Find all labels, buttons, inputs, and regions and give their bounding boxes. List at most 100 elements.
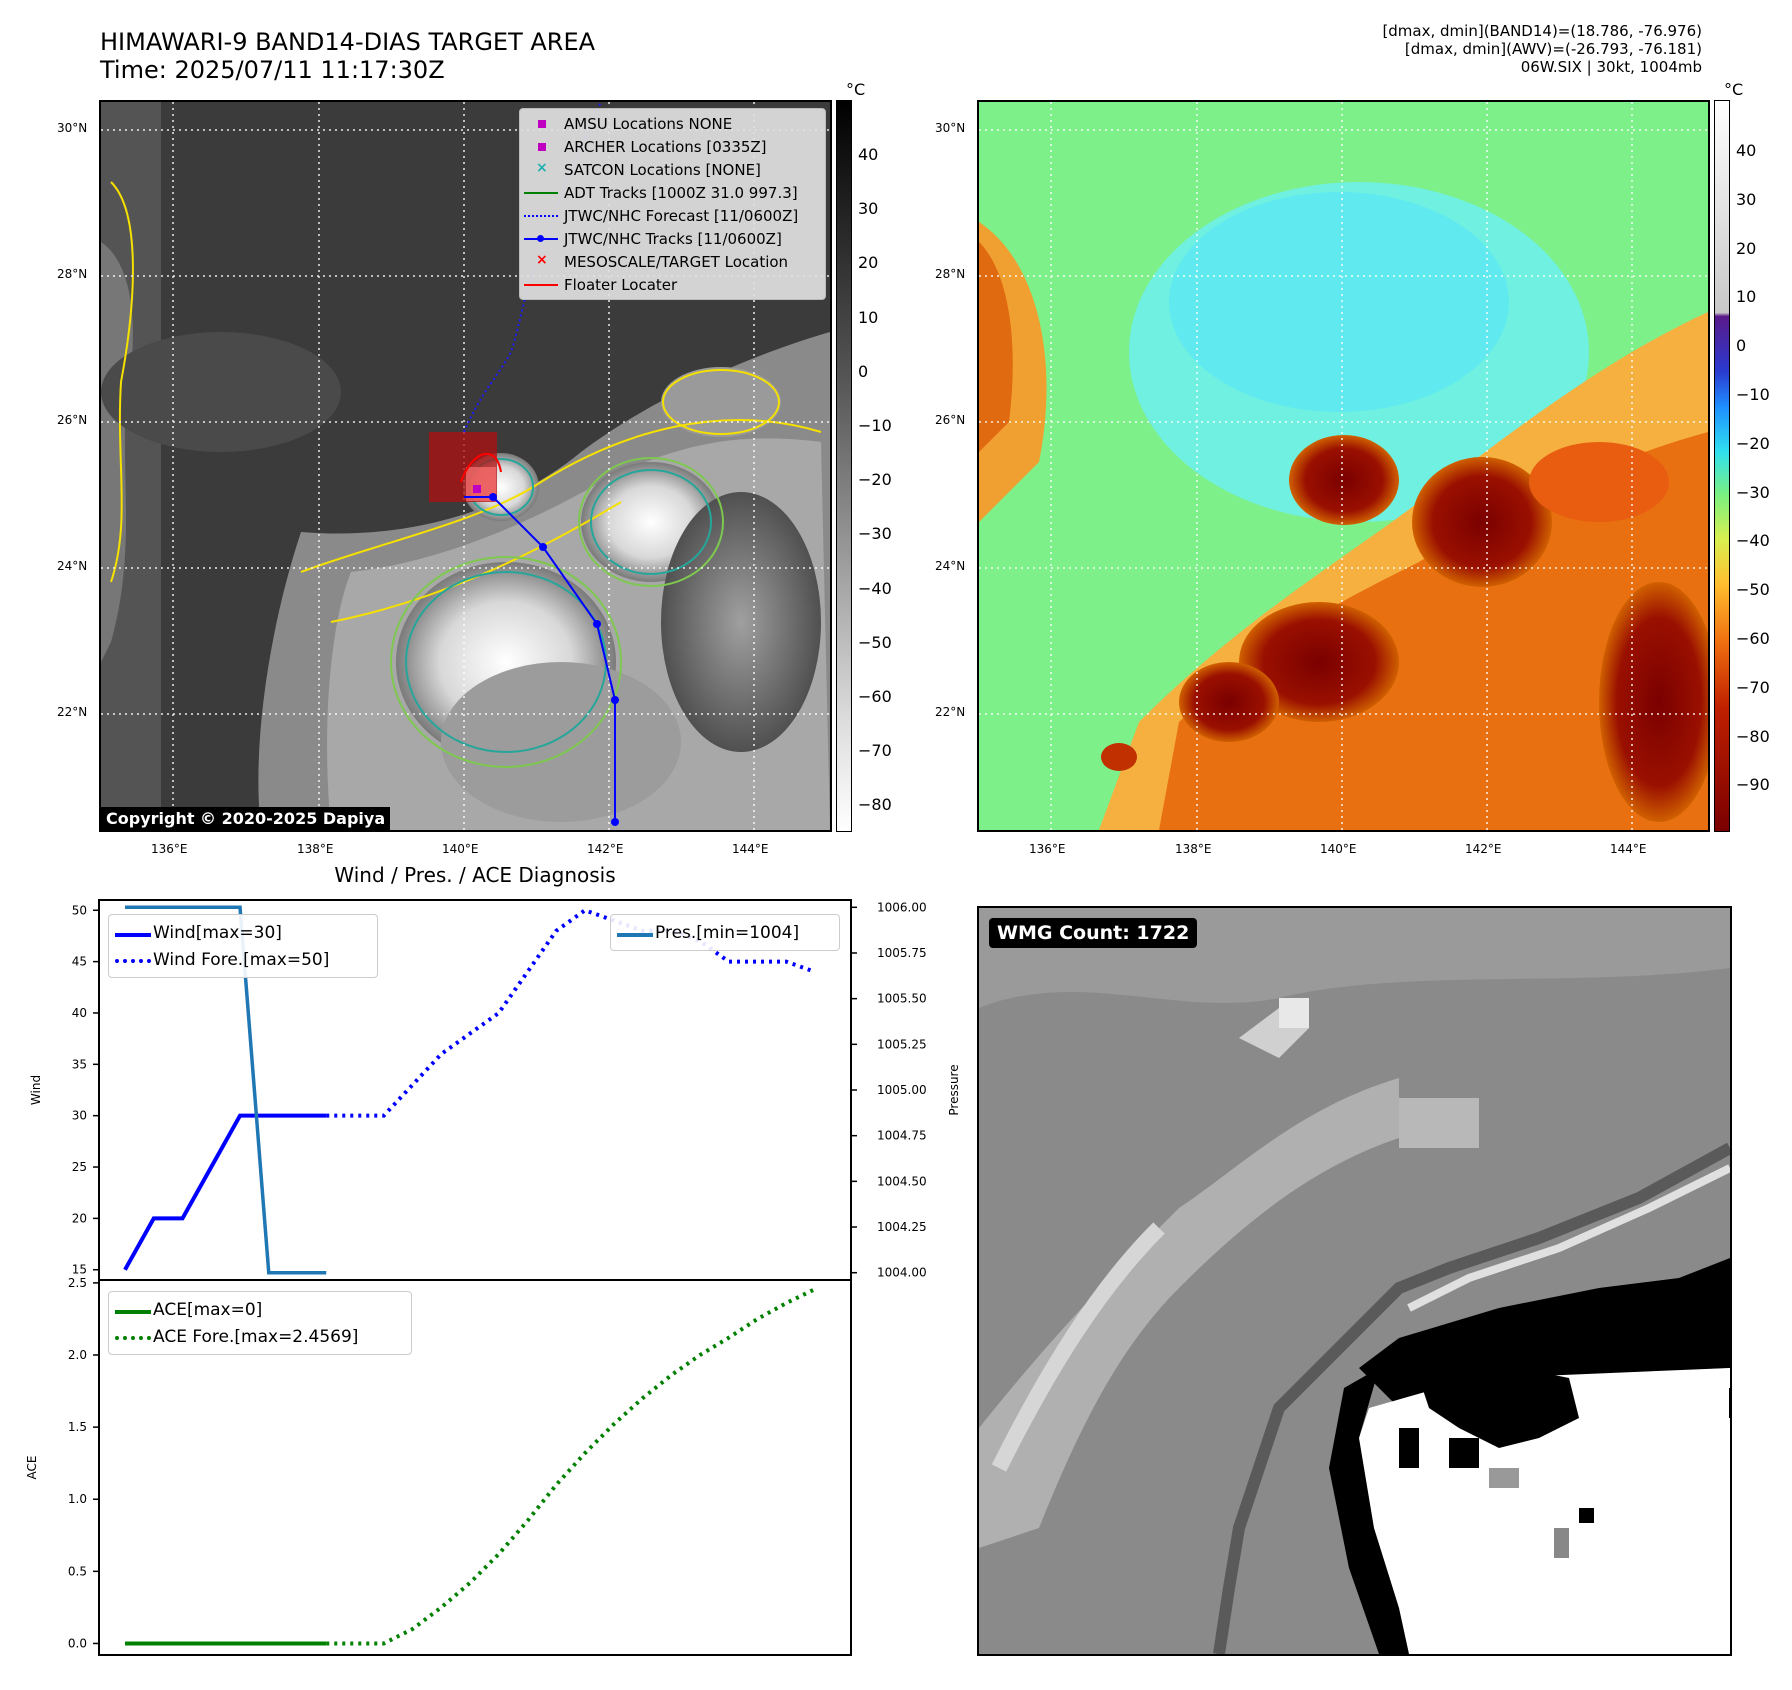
title-line-2: Time: 2025/07/11 11:17:30Z <box>100 56 445 84</box>
pressure-tick-label-4: 1005.00 <box>877 1083 927 1097</box>
colorbar-band14-tick-10: −60 <box>858 687 892 706</box>
info-line-2: [dmax, dmin](AWV)=(-26.793, -76.181) <box>1404 40 1702 58</box>
awv-lat-label-22: 22°N <box>935 705 966 719</box>
ace-tick-label-2: 1.0 <box>68 1492 87 1506</box>
wind-axis-label: Wind <box>29 1075 43 1105</box>
legend-item-floater: Floater Locater <box>520 273 825 296</box>
lat-label-28: 28°N <box>57 267 88 281</box>
colorbar-band14-tick-8: −40 <box>858 578 892 598</box>
info-line-1: [dmax, dmin](BAND14)=(18.786, -76.976) <box>1382 22 1702 40</box>
colorbar-band14-tick-7: −30 <box>858 524 892 544</box>
awv-lon-label-140: 140°E <box>1320 842 1357 856</box>
colorbar-awv-tick-10: −60 <box>1736 629 1770 648</box>
colorbar-band14-tick-11: −70 <box>858 741 892 761</box>
colorbar-band14-tick-2: 20 <box>858 253 879 273</box>
map-legend: AMSU Locations NONE ARCHER Locations [03… <box>519 108 826 300</box>
ace-tick-label-3: 1.5 <box>68 1420 87 1434</box>
legend-item-wind-forecast: Wind Fore.[max=50] <box>109 946 377 973</box>
lon-label-142: 142°E <box>587 842 624 856</box>
colorbar-band14-tick-1: 30 <box>858 199 879 219</box>
colorbar-band14-tick-4: 0 <box>858 361 869 381</box>
colorbar-awv-tick-6: −20 <box>1736 433 1770 453</box>
colorbar-awv-tick-1: 30 <box>1736 189 1757 209</box>
diagnosis-title: Wind / Pres. / ACE Diagnosis <box>334 863 616 887</box>
colorbar-awv-tick-9: −50 <box>1736 580 1770 600</box>
wind-tick-label-7: 50 <box>72 903 87 917</box>
lat-label-24: 24°N <box>57 559 88 573</box>
colorbar-awv <box>1714 100 1730 832</box>
pressure-tick-label-7: 1005.75 <box>877 946 927 960</box>
colorbar-band14-tick-0: 40 <box>858 145 879 164</box>
awv-lat-label-24: 24°N <box>935 559 966 573</box>
awv-imagery <box>979 102 1708 830</box>
pressure-axis-label: Pressure <box>947 1064 960 1115</box>
info-line-3: 06W.SIX | 30kt, 1004mb <box>1520 58 1702 76</box>
awv-lat-label-30: 30°N <box>935 121 966 135</box>
lat-label-22: 22°N <box>57 705 88 719</box>
pressure-tick-label-8: 1006.00 <box>877 900 927 914</box>
colorbar-awv-tick-12: −80 <box>1736 726 1770 746</box>
pressure-tick-label-5: 1005.25 <box>877 1037 927 1051</box>
legend-item-adt: ADT Tracks [1000Z 31.0 997.3] <box>520 181 825 204</box>
wmg-count-badge: WMG Count: 1722 <box>989 918 1198 948</box>
wind-tick-label-6: 45 <box>72 955 87 969</box>
legend-item-wind: Wind[max=30] <box>109 919 377 946</box>
wind-tick-label-1: 20 <box>72 1211 87 1225</box>
colorbar-band14-tick-12: −80 <box>858 795 892 815</box>
legend-item-ace: ACE[max=0] <box>109 1296 411 1323</box>
lon-label-144: 144°E <box>732 842 769 856</box>
colorbar-awv-tick-3: 10 <box>1736 287 1757 307</box>
legend-item-mesoscale: × MESOSCALE/TARGET Location <box>536 252 789 271</box>
lat-label-30: 30°N <box>57 121 88 135</box>
awv-lat-label-26: 26°N <box>935 413 966 427</box>
awv-lon-label-138: 138°E <box>1175 842 1212 856</box>
pressure-line <box>125 905 327 1275</box>
figure-title: HIMAWARI-9 BAND14-DIAS TARGET AREA Time:… <box>100 28 595 84</box>
ace-axis-label: ACE <box>25 1456 39 1480</box>
ace-tick-label-1: 0.5 <box>68 1564 87 1578</box>
awv-lon-label-136: 136°E <box>1029 842 1066 856</box>
colorbar-band14-tick-5: −10 <box>858 416 892 435</box>
storm-info: [dmax, dmin](BAND14)=(18.786, -76.976) [… <box>1382 22 1702 76</box>
colorbar-awv-tick-0: 40 <box>1736 141 1757 160</box>
ace-tick-label-5: 2.5 <box>68 1276 87 1290</box>
colorbar-awv-tick-8: −40 <box>1736 531 1770 551</box>
lat-label-26: 26°N <box>57 413 88 427</box>
pressure-tick-label-2: 1004.50 <box>877 1174 927 1188</box>
colorbar-awv-tick-4: 0 <box>1736 336 1747 356</box>
wind-tick-label-2: 25 <box>72 1160 87 1174</box>
pressure-tick-label-1: 1004.25 <box>877 1220 927 1234</box>
pressure-tick-label-3: 1004.75 <box>877 1129 927 1143</box>
awv-map[interactable] <box>977 100 1710 832</box>
pressure-tick-label-0: 1004.00 <box>877 1266 927 1280</box>
legend-item-archer: ARCHER Locations [0335Z] <box>520 135 825 158</box>
band14-map[interactable]: AMSU Locations NONE ARCHER Locations [03… <box>99 100 832 832</box>
lon-label-138: 138°E <box>297 842 334 856</box>
diagnosis-chart: 15 20 25 30 35 40 45 50 1004.00 1004.25 1004.50 100… <box>25 899 960 1656</box>
colorbar-band14-unit: °C <box>846 80 866 99</box>
copyright-badge: Copyright © 2020-2025 Dapiya <box>101 807 391 830</box>
colorbar-band14-tick-6: −20 <box>858 470 892 490</box>
wind-tick-label-3: 30 <box>72 1109 87 1123</box>
colorbar-awv-tick-13: −90 <box>1736 775 1770 795</box>
wind-line <box>123 1113 327 1271</box>
lon-label-136: 136°E <box>151 842 188 856</box>
colorbar-awv-tick-11: −70 <box>1736 677 1770 697</box>
pressure-legend: Pres.[min=1004] <box>610 914 840 951</box>
awv-lat-label-28: 28°N <box>935 267 966 281</box>
colorbar-awv-tick-2: 20 <box>1736 238 1757 258</box>
ace-axes-frame <box>98 1279 852 1656</box>
wmg-imagery <box>979 908 1730 1654</box>
wind-tick-label-0: 15 <box>72 1263 87 1277</box>
wmg-panel[interactable]: WMG Count: 1722 <box>977 906 1732 1656</box>
title-line-1: HIMAWARI-9 BAND14-DIAS TARGET AREA <box>100 28 596 56</box>
wind-tick-label-5: 40 <box>72 1006 87 1020</box>
legend-item-ace-forecast: ACE Fore.[max=2.4569] <box>109 1323 411 1350</box>
ace-tick-label-0: 0.0 <box>68 1636 87 1650</box>
ace-tick-label-4: 2.0 <box>68 1348 87 1362</box>
ace-legend: ACE[max=0] ACE Fore.[max=2.4569] <box>108 1291 412 1355</box>
colorbar-awv-tick-7: −30 <box>1736 482 1770 502</box>
legend-item-jtwc-forecast: JTWC/NHC Forecast [11/0600Z] <box>520 204 825 227</box>
awv-lon-label-142: 142°E <box>1465 842 1502 856</box>
wind-forecast-line <box>326 908 816 1118</box>
